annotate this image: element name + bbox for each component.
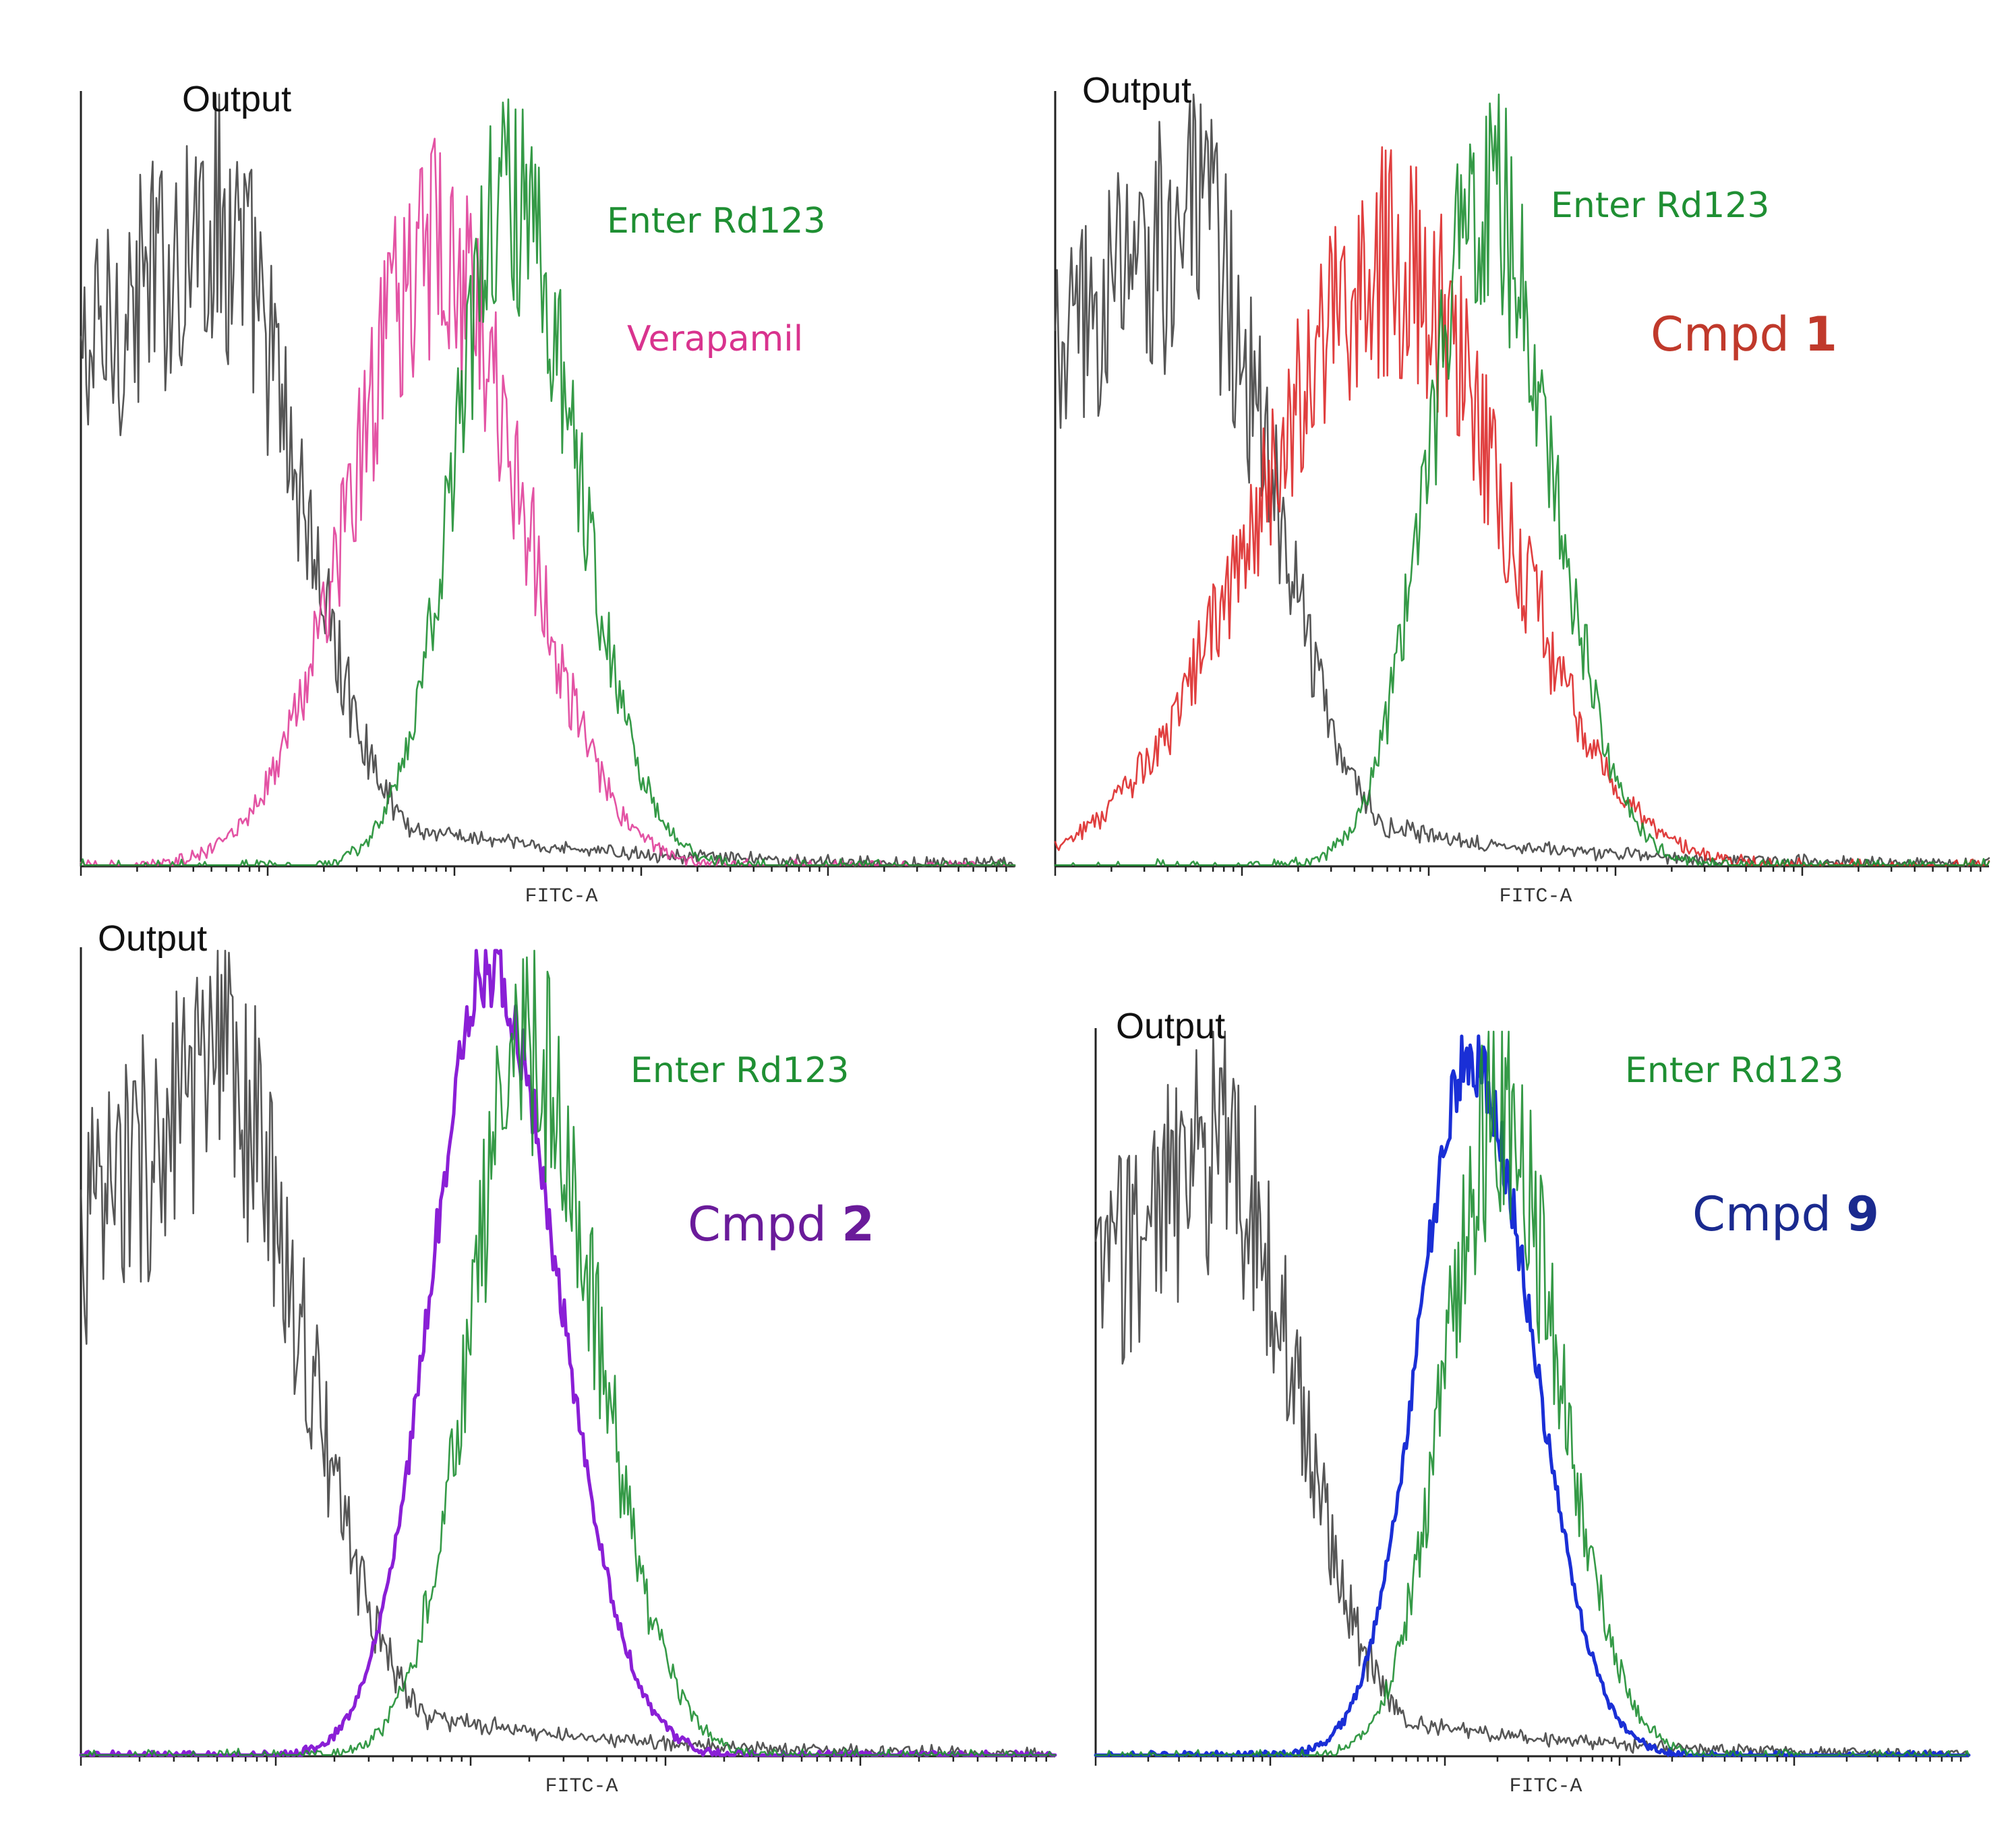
series-output [1094, 1030, 1970, 1758]
legend-label-1: Enter Rd123 [607, 201, 826, 241]
chart-panel-bottom-left: FITC-A Output Enter Rd123 Cmpd 2 [79, 918, 1057, 1798]
series-enter-rd123 [1094, 1030, 1970, 1756]
series-output [1054, 93, 1990, 868]
x-axis-label: FITC-A [1499, 885, 1572, 908]
legend-label-1: Enter Rd123 [630, 1050, 850, 1091]
x-axis-ticks [1054, 866, 1982, 876]
legend-label-2: Verapamil [627, 319, 803, 359]
series-enter-rd123 [80, 98, 1016, 866]
series-output [80, 949, 1057, 1758]
x-axis-ticks [1094, 1756, 1962, 1766]
x-axis-ticks [80, 1756, 1048, 1766]
series-enter-rd123 [80, 949, 1057, 1756]
series-output [80, 93, 1016, 868]
legend-label-1: Enter Rd123 [1551, 185, 1770, 226]
x-axis-label: FITC-A [1509, 1775, 1582, 1798]
series-enter-rd123 [1054, 93, 1990, 866]
chart-panel-top-left: FITC-A Output Enter Rd123 Verapamil [80, 79, 1016, 908]
chart-panel-top-right: FITC-A Output Enter Rd123 Cmpd 1 [1054, 70, 1990, 908]
y-axis-label: Output [1082, 70, 1191, 111]
legend-label-2: Cmpd 9 [1692, 1187, 1879, 1242]
chart-panel-bottom-right: FITC-A Output Enter Rd123 Cmpd 9 [1094, 1006, 1971, 1798]
y-axis-label: Output [1116, 1006, 1225, 1046]
legend-label-2: Cmpd 1 [1651, 307, 1837, 362]
x-axis-label: FITC-A [525, 885, 597, 908]
x-axis-ticks [80, 866, 1007, 876]
series-verapamil [80, 138, 1016, 866]
x-axis-label: FITC-A [545, 1775, 618, 1798]
legend-label-1: Enter Rd123 [1625, 1050, 1844, 1091]
y-axis-label: Output [182, 79, 291, 119]
legend-label-2: Cmpd 2 [688, 1197, 874, 1252]
y-axis-label: Output [98, 918, 207, 959]
